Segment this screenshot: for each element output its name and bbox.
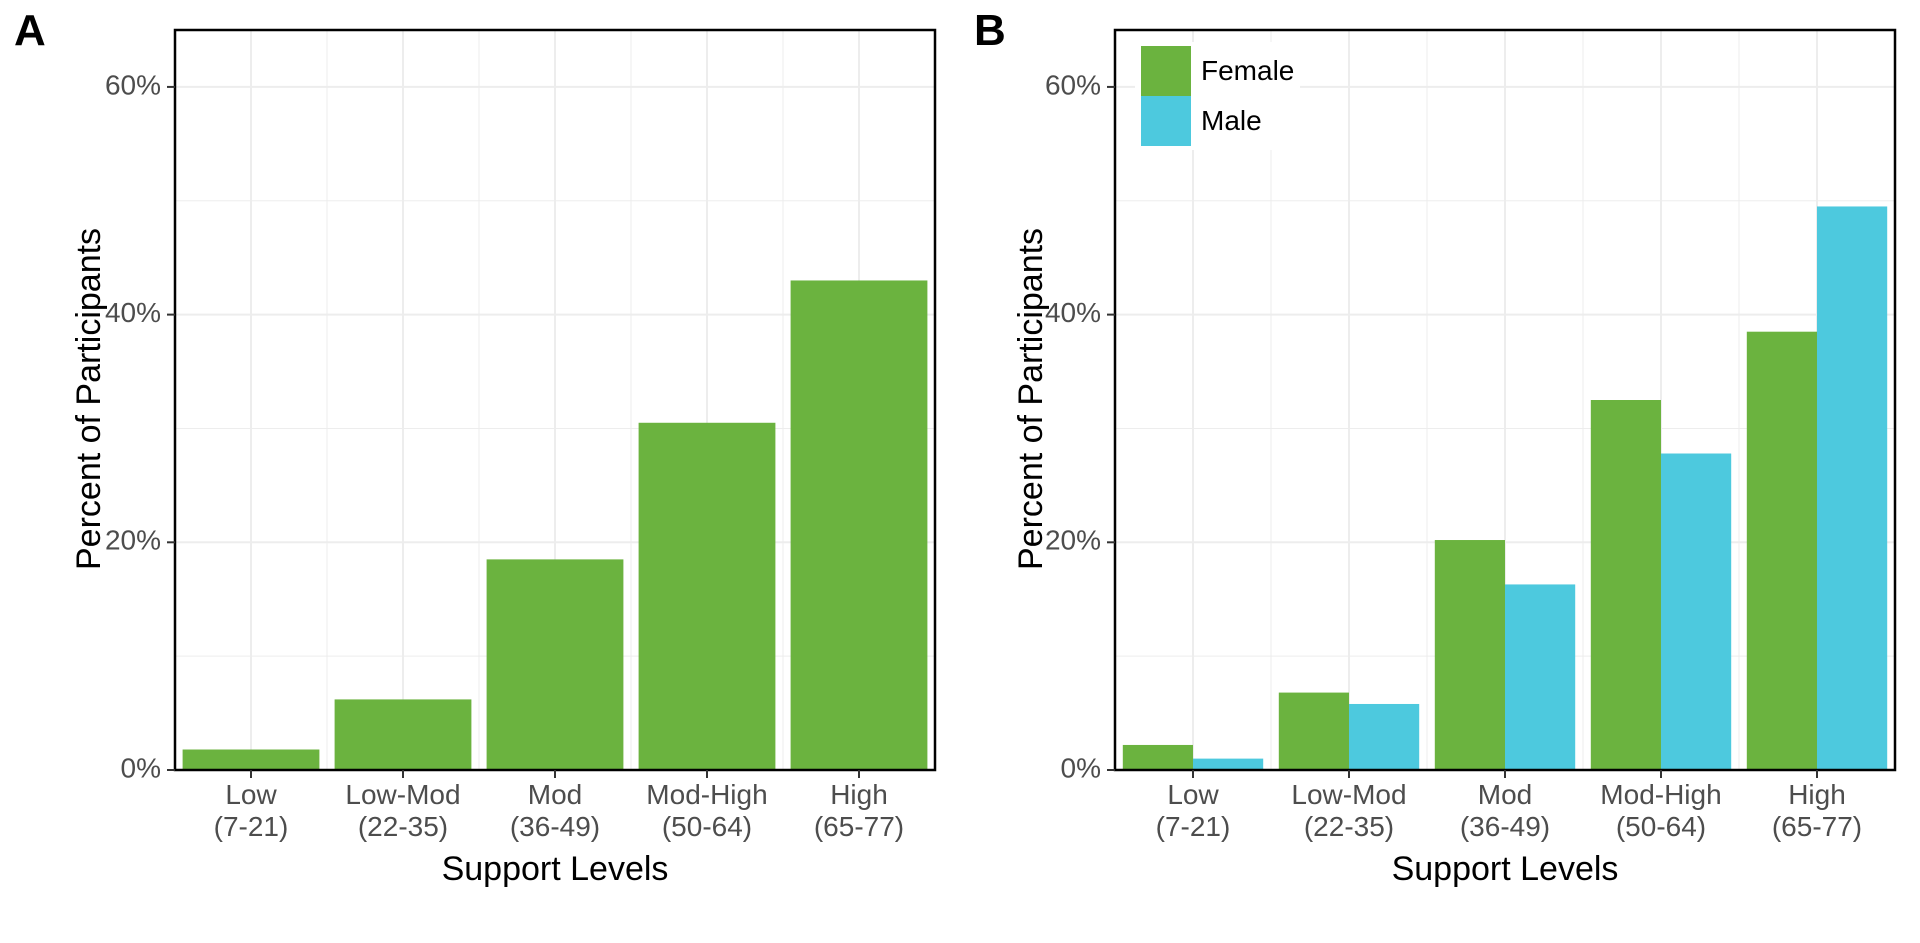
ytick-label: 60%	[1045, 69, 1101, 100]
xtick-label: (50-64)	[662, 811, 752, 842]
bar	[183, 750, 320, 770]
xtick-label: Mod	[528, 779, 582, 810]
panel-b-legend: Female Male	[1135, 42, 1300, 150]
panel-b: B 0%20%40%60%Low(7-21)Low-Mod(22-35)Mod(…	[960, 0, 1920, 943]
xtick-label: Low	[225, 779, 277, 810]
legend-item: Female	[1141, 46, 1294, 96]
bar	[1661, 454, 1731, 770]
ytick-label: 40%	[105, 297, 161, 328]
ytick-label: 0%	[121, 752, 161, 783]
xtick-label: Low	[1167, 779, 1219, 810]
panel-b-plot: 0% 20% 40% 60% Low(7-21) Low-Mod(22-35) Mod(36…	[960, 0, 1920, 880]
ytick-label: 0%	[1061, 752, 1101, 783]
panel-a: A 0%20%40%60%Low(7-21)Low-Mod(22-35)Mod(…	[0, 0, 960, 943]
ytick-label: 20%	[105, 525, 161, 556]
figure: A 0%20%40%60%Low(7-21)Low-Mod(22-35)Mod(…	[0, 0, 1920, 943]
legend-label: Female	[1201, 54, 1294, 88]
xtick-label: (65-77)	[814, 811, 904, 842]
legend-label: Male	[1201, 104, 1262, 138]
panel-b-ylabel: Percent of Participants	[1012, 228, 1051, 570]
bar	[1747, 332, 1817, 770]
bar	[1123, 745, 1193, 770]
xtick-label: (7-21)	[1156, 811, 1231, 842]
panel-b-xlabel: Support Levels	[1115, 850, 1895, 889]
xtick-label: (50-64)	[1616, 811, 1706, 842]
xtick-label: (36-49)	[510, 811, 600, 842]
xtick-label: High	[830, 779, 888, 810]
ytick-label: 20%	[1045, 525, 1101, 556]
legend-item: Male	[1141, 96, 1294, 146]
bar	[1435, 540, 1505, 770]
xtick-label: (36-49)	[1460, 811, 1550, 842]
bar	[1279, 693, 1349, 770]
panel-a-ylabel: Percent of Participants	[70, 228, 109, 570]
xtick-label: Low-Mod	[1291, 779, 1406, 810]
xtick-label: (7-21)	[214, 811, 289, 842]
bar	[791, 280, 928, 770]
legend-swatch	[1141, 96, 1191, 146]
legend-swatch	[1141, 46, 1191, 96]
xtick-label: High	[1788, 779, 1846, 810]
bar	[639, 423, 776, 770]
bar	[1591, 400, 1661, 770]
bar	[335, 699, 472, 770]
xtick-label: Mod-High	[1600, 779, 1721, 810]
bar	[1193, 759, 1263, 770]
xtick-label: (22-35)	[358, 811, 448, 842]
bar	[1505, 584, 1575, 770]
ytick-label: 60%	[105, 69, 161, 100]
xtick-label: (22-35)	[1304, 811, 1394, 842]
ytick-label: 40%	[1045, 297, 1101, 328]
xtick-label: Mod	[1478, 779, 1532, 810]
panel-a-plot: 0% 20% 40% 60% Low(7-21) Low-Mod(22-35) Mod(36…	[0, 0, 965, 880]
bar	[1349, 704, 1419, 770]
bar	[1817, 206, 1887, 770]
bar	[487, 559, 624, 770]
xtick-label: Mod-High	[646, 779, 767, 810]
xtick-label: (65-77)	[1772, 811, 1862, 842]
xtick-label: Low-Mod	[345, 779, 460, 810]
panel-a-xlabel: Support Levels	[175, 850, 935, 889]
